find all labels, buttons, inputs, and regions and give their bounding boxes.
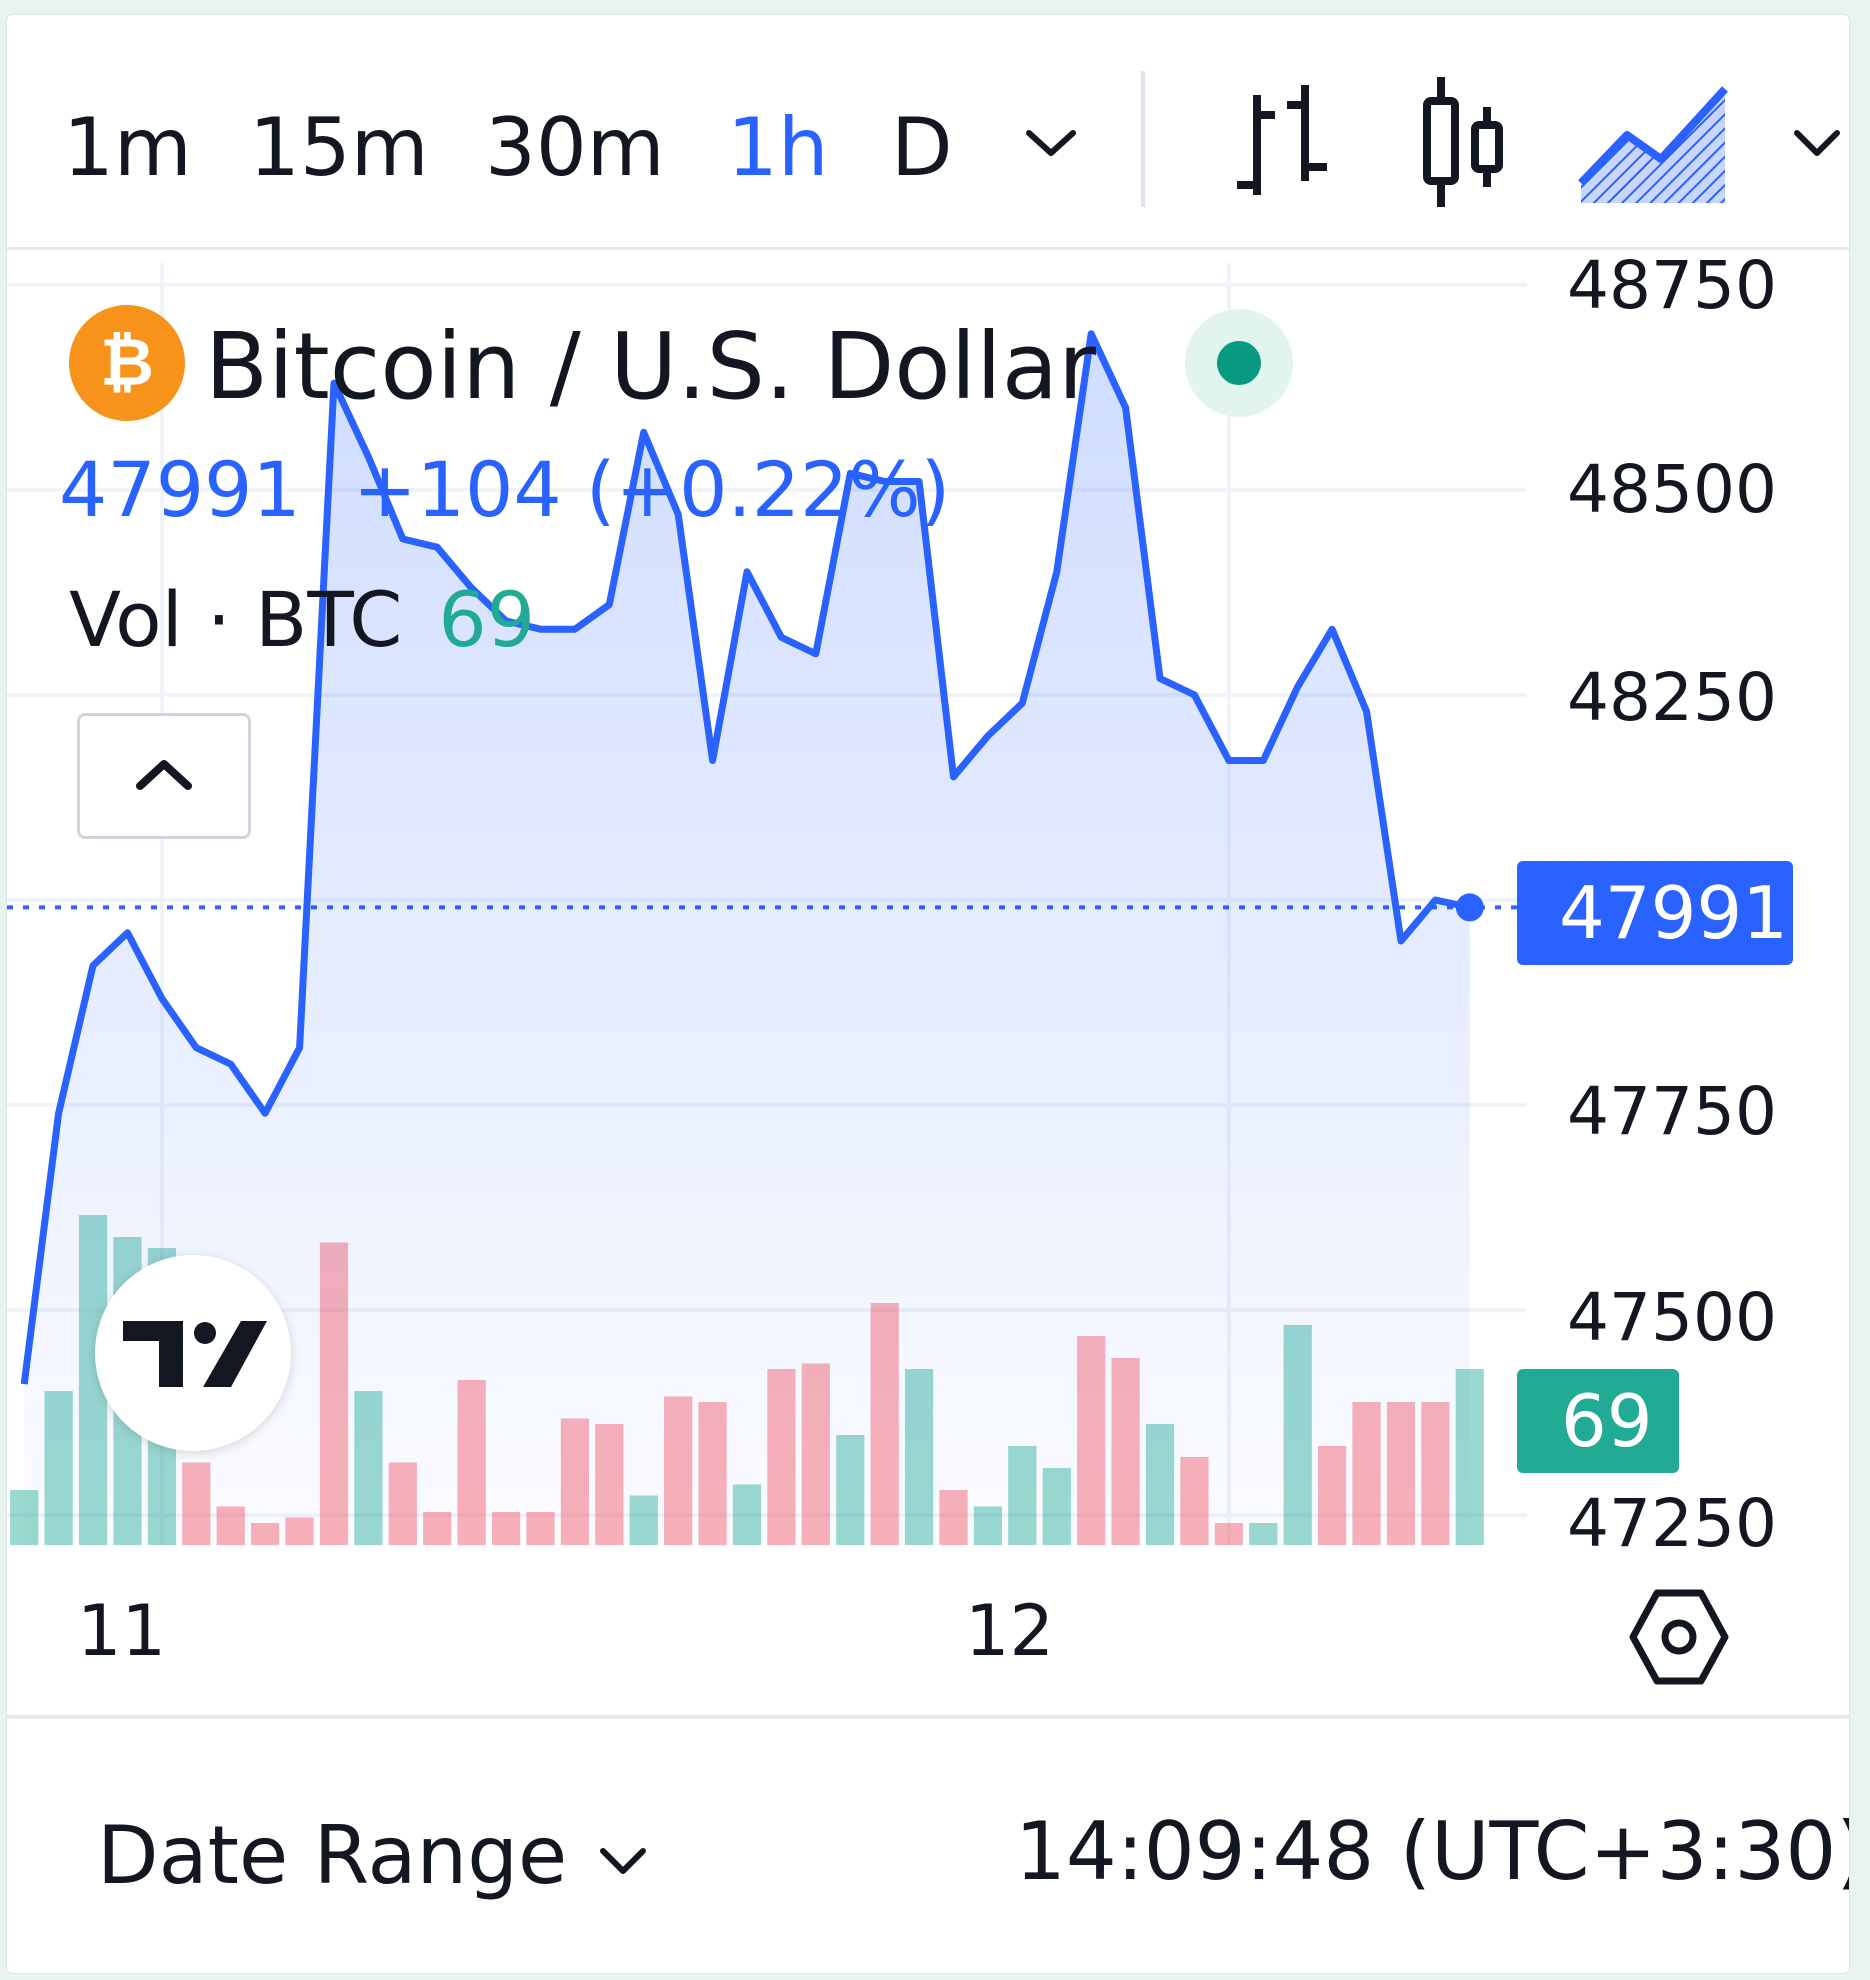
market-open-dot-icon[interactable] [1217,341,1261,385]
price-axis-label: 48750 [1567,247,1777,324]
timeframe-d[interactable]: D [891,101,953,194]
chevron-down-icon [600,1848,647,1875]
chart-widget: 1m 15m 30m 1h D [6,14,1850,1974]
time-axis-label: 11 [77,1590,167,1672]
timezone-clock[interactable]: 14:09:48 (UTC+3:30) [1015,1805,1850,1898]
volume-label: Vol · BTC [69,575,403,664]
timeframe-1m[interactable]: 1m [63,101,192,194]
timeframe-1h[interactable]: 1h [727,101,829,194]
volume-value: 69 [438,575,536,664]
timeframe-15m[interactable]: 15m [249,101,429,194]
volume-tag: 69 [1517,1369,1679,1473]
chevron-up-icon [136,760,192,790]
date-range-label: Date Range [97,1809,568,1902]
timeframe-30m[interactable]: 30m [485,101,665,194]
candles-icon[interactable] [1411,67,1511,221]
price-axis-label: 47500 [1567,1279,1777,1356]
area-icon[interactable] [1575,79,1735,213]
footer-bar: Date Range 14:09:48 (UTC+3:30) [7,1715,1850,1973]
price-axis-label: 48500 [1567,451,1777,528]
price-line [20,330,1471,1385]
toolbar-divider [1141,71,1145,207]
legend-last-price: 47991 [59,445,301,534]
date-range-button[interactable]: Date Range [97,1809,649,1902]
toolbar: 1m 15m 30m 1h D [7,15,1849,250]
last-price-tag: 47991 [1517,861,1793,965]
price-axis-label: 48250 [1567,659,1777,736]
collapse-legend-button[interactable] [77,713,251,839]
symbol-title[interactable]: Bitcoin / U.S. Dollar [205,313,1096,420]
bars-icon[interactable] [1227,75,1337,209]
legend-change: +104 (+0.22%) [352,445,951,534]
price-area [24,333,1470,1545]
bitcoin-logo-icon: ₿ [69,305,185,421]
tradingview-logo-icon[interactable] [95,1255,291,1451]
time-axis-label: 12 [965,1590,1055,1672]
settings-icon[interactable] [1627,1585,1731,1693]
chart-type-chevron-down-icon[interactable] [1791,125,1843,165]
price-axis-label: 47250 [1567,1485,1777,1562]
last-price-marker [1455,893,1484,922]
price-chart[interactable] [7,15,1849,1680]
legend-volume: Vol · BTC 69 [69,575,535,664]
more-timeframes-chevron-down-icon[interactable] [1023,125,1079,165]
price-axis-label: 47750 [1567,1073,1777,1150]
legend-price-line: 47991 +104 (+0.22%) [59,445,950,534]
